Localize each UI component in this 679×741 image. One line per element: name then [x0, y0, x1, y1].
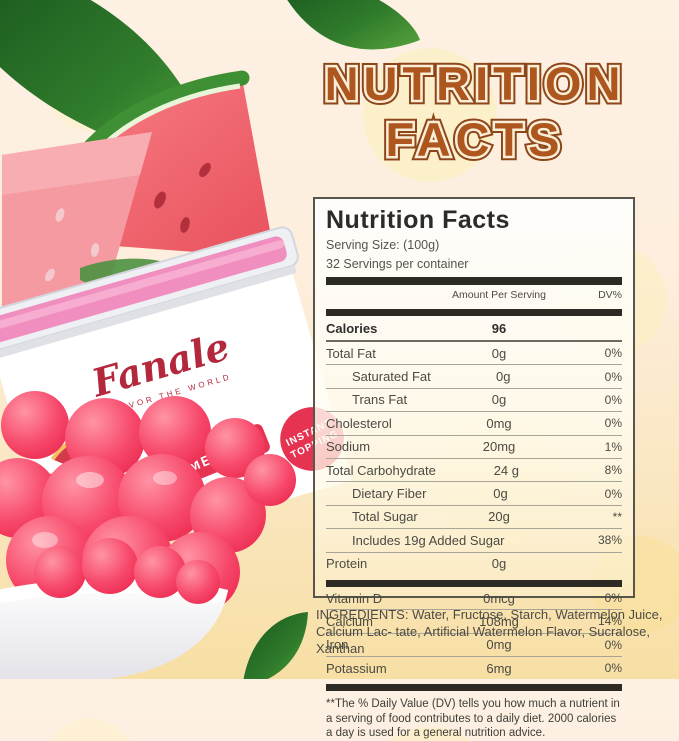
- table-row: Total Sugar 20g **: [326, 506, 622, 530]
- column-amount: Amount Per Serving: [452, 289, 546, 301]
- servings-per-container: 32 Servings per container: [326, 257, 469, 271]
- table-row: Iron 0mg 0%: [326, 634, 622, 658]
- bowl: [0, 538, 228, 679]
- table-row: Saturated Fat 0g 0%: [326, 365, 622, 389]
- calories-row: Calories 96: [326, 316, 622, 342]
- title-line-2: FACTS FACTS FACTS: [381, 109, 565, 171]
- table-row: Protein 0g: [326, 556, 507, 572]
- dv-footnote: **The % Daily Value (DV) tells you how m…: [326, 698, 620, 740]
- divider-thick: [326, 579, 622, 587]
- table-row: Trans Fat 0g 0%: [326, 389, 622, 413]
- divider-thick: [326, 684, 622, 692]
- divider-thick: [326, 277, 622, 285]
- column-header-row: Amount Per Serving DV%: [326, 285, 622, 304]
- title-line-1: NUTRITION NUTRITION NUTRITION: [320, 53, 626, 115]
- ingredients-text: INGREDIENTS: Water, Fructose, Starch, Wa…: [316, 607, 663, 656]
- table-row: Vitamin D 0mcg 0%: [326, 587, 622, 611]
- table-row: Potassium 6mg 0%: [326, 660, 622, 676]
- leaf-bottom-icon: [243, 612, 308, 679]
- divider-thick: [326, 309, 622, 316]
- column-dv: DV%: [598, 289, 622, 301]
- table-row: Total Fat 0g 0%: [326, 342, 622, 366]
- table-row: Dietary Fiber 0g 0%: [326, 482, 622, 506]
- leaf-top-center-icon: [287, 0, 420, 50]
- table-row: Cholesterol 0mg 0%: [326, 412, 622, 436]
- panel-heading: Nutrition Facts: [326, 206, 510, 234]
- table-row: Total Carbohydrate 24 g 8%: [326, 459, 622, 483]
- nutrition-facts-panel: Nutrition Facts Serving Size: (100g) 32 …: [313, 197, 635, 739]
- page-title: NUTRITION NUTRITION NUTRITION FACTS FACT…: [318, 53, 632, 171]
- watermelon-slice-front: [2, 132, 152, 330]
- product-photo-scene: Fanale FLAVOR THE WORLD WATERMELON INSTA…: [0, 0, 420, 679]
- table-row: Includes 19g Added Sugar 38%: [326, 529, 622, 553]
- table-row: Sodium 20mg 1%: [326, 436, 622, 459]
- serving-size: Serving Size: (100g): [326, 238, 440, 252]
- table-row: Calcium 108mg 14%: [326, 610, 622, 634]
